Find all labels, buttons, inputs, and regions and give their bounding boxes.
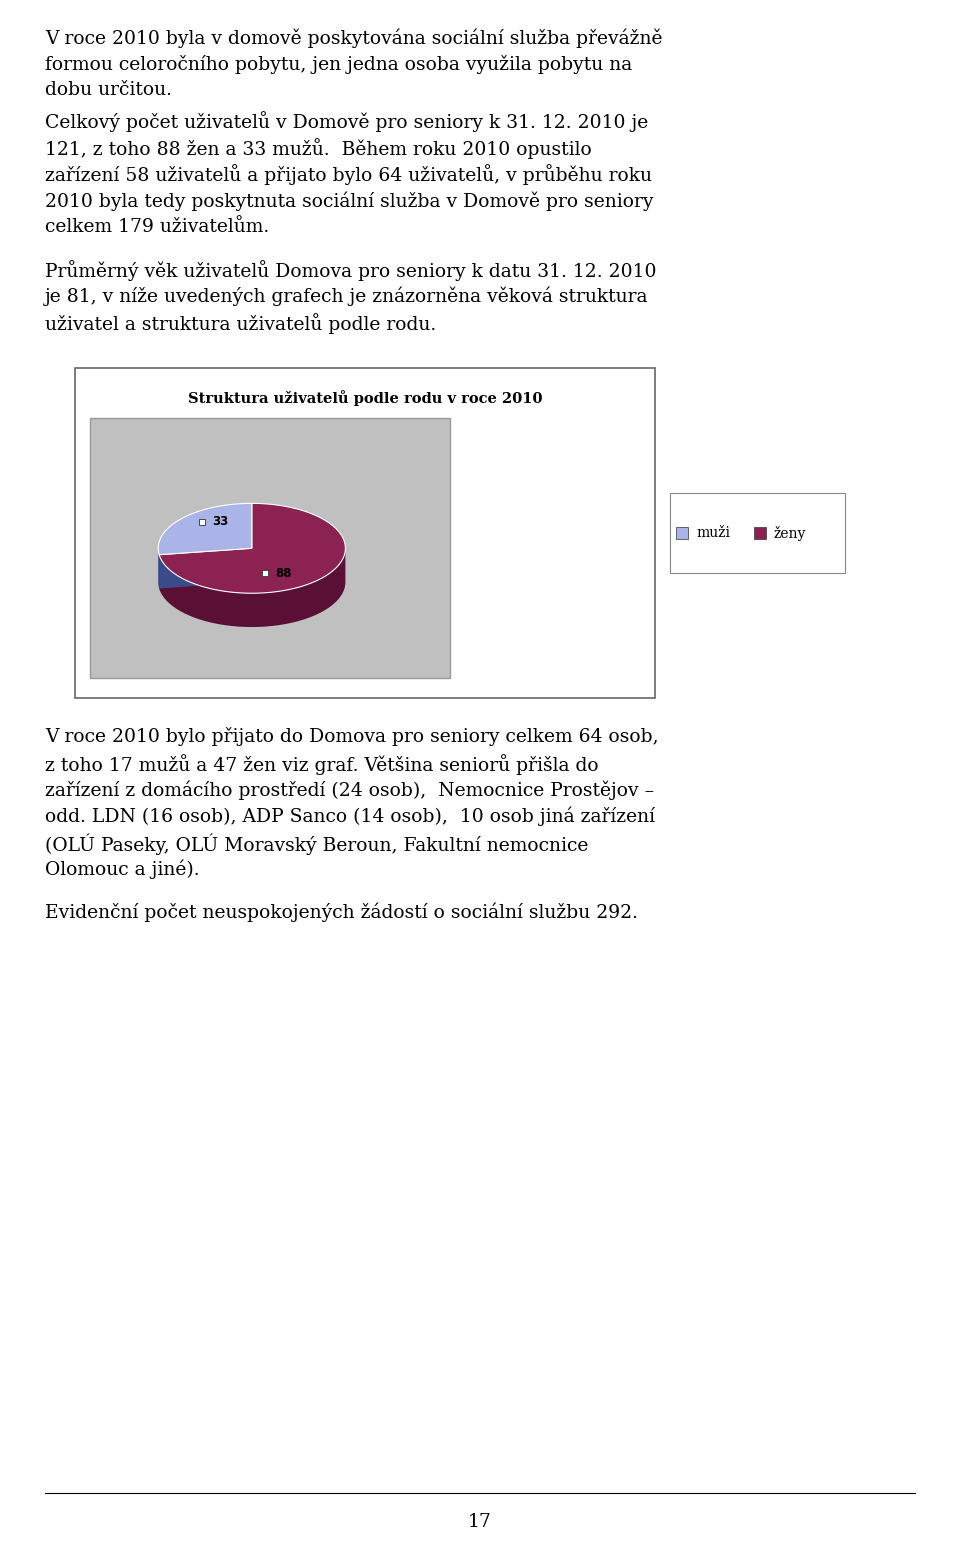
Polygon shape [159,549,346,627]
Text: zařízení 58 uživatelů a přijato bylo 64 uživatelů, v průběhu roku: zařízení 58 uživatelů a přijato bylo 64 … [45,165,652,185]
Polygon shape [158,504,252,555]
Text: Evidenční počet neuspokojených žádostí o sociální službu 292.: Evidenční počet neuspokojených žádostí o… [45,901,638,922]
Text: uživatel a struktura uživatelů podle rodu.: uživatel a struktura uživatelů podle rod… [45,313,436,334]
Text: ženy: ženy [774,525,806,541]
Text: 33: 33 [212,515,228,529]
Text: Olomouc a jiné).: Olomouc a jiné). [45,860,200,878]
Text: 88: 88 [276,567,292,579]
Text: Struktura uživatelů podle rodu v roce 2010: Struktura uživatelů podle rodu v roce 20… [188,390,542,407]
Text: formou celoročního pobytu, jen jedna osoba využila pobytu na: formou celoročního pobytu, jen jedna oso… [45,54,633,74]
Bar [90,418,450,678]
Text: 17: 17 [468,1513,492,1532]
Text: celkem 179 uživatelům.: celkem 179 uživatelům. [45,217,269,236]
Bar [75,368,655,698]
Polygon shape [159,549,252,589]
Text: z toho 17 mužů a 47 žen viz graf. Většina seniorů přišla do: z toho 17 mužů a 47 žen viz graf. Většin… [45,754,599,775]
Bar [670,493,845,573]
Text: Průměrný věk uživatelů Domova pro seniory k datu 31. 12. 2010: Průměrný věk uživatelů Domova pro senior… [45,260,657,280]
Text: dobu určitou.: dobu určitou. [45,82,172,99]
Text: je 81, v níže uvedených grafech je znázorněna věková struktura: je 81, v níže uvedených grafech je znázo… [45,287,649,307]
Text: V roce 2010 bylo přijato do Domova pro seniory celkem 64 osob,: V roce 2010 bylo přijato do Domova pro s… [45,727,659,746]
Text: Celkový počet uživatelů v Domově pro seniory k 31. 12. 2010 je: Celkový počet uživatelů v Domově pro sen… [45,111,648,133]
Text: V roce 2010 byla v domově poskytována sociální služba převážně: V roce 2010 byla v domově poskytována so… [45,28,662,48]
Text: zařízení z domácího prostředí (24 osob),  Nemocnice Prostějov –: zařízení z domácího prostředí (24 osob),… [45,780,654,800]
Text: (OLÚ Paseky, OLÚ Moravský Beroun, Fakultní nemocnice: (OLÚ Paseky, OLÚ Moravský Beroun, Fakult… [45,834,588,855]
Text: muži: muži [696,527,730,541]
Text: odd. LDN (16 osob), ADP Sanco (14 osob),  10 osob jiná zařízení: odd. LDN (16 osob), ADP Sanco (14 osob),… [45,806,655,826]
Polygon shape [159,504,346,593]
Text: 2010 byla tedy poskytnuta sociální služba v Domově pro seniory: 2010 byla tedy poskytnuta sociální služb… [45,191,654,211]
Text: 121, z toho 88 žen a 33 mužů.  Během roku 2010 opustilo: 121, z toho 88 žen a 33 mužů. Během roku… [45,139,591,159]
